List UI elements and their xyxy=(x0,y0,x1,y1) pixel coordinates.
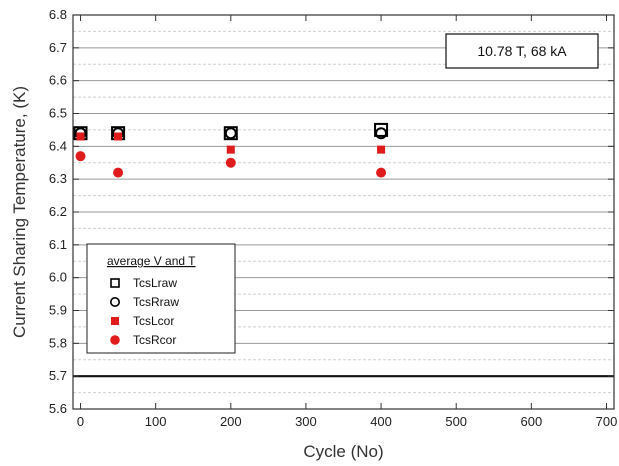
legend-marker xyxy=(111,317,119,325)
x-tick-label: 600 xyxy=(520,414,542,429)
points-layer xyxy=(73,122,389,178)
y-tick-label: 6.1 xyxy=(49,237,67,252)
annotation-text: 10.78 T, 68 kA xyxy=(477,43,567,59)
legend-label: TcsLcor xyxy=(133,314,174,328)
data-point-tcsrcor xyxy=(75,151,86,162)
x-tick-label: 200 xyxy=(220,414,242,429)
y-tick-label: 5.9 xyxy=(49,303,67,318)
x-tick-labels: 0 100 200 300 400 500 600 700 xyxy=(77,414,617,429)
ticks-layer xyxy=(73,14,614,410)
data-point-tcslcor xyxy=(114,132,123,141)
legend-label: TcsRcor xyxy=(133,333,176,347)
y-tick-label: 6.7 xyxy=(49,40,67,55)
x-axis-title: Cycle (No) xyxy=(303,442,383,461)
x-tick-label: 700 xyxy=(596,414,618,429)
y-tick-label: 6.8 xyxy=(49,7,67,22)
x-tick-label: 0 xyxy=(77,414,84,429)
data-point-tcsrcor xyxy=(225,157,236,168)
y-tick-label: 6.0 xyxy=(49,270,67,285)
series-tcsrcor xyxy=(75,151,387,178)
y-tick-label: 6.4 xyxy=(49,138,67,153)
legend-title: average V and T xyxy=(107,254,196,268)
series-tcslcor xyxy=(76,132,386,154)
x-tick-label: 500 xyxy=(445,414,467,429)
annotation-box: 10.78 T, 68 kA xyxy=(445,33,599,69)
legend-label: TcsLraw xyxy=(133,276,177,290)
legend-marker xyxy=(110,296,121,307)
x-tick-label: 100 xyxy=(145,414,167,429)
data-point-tcsrraw xyxy=(224,127,237,140)
y-axis-title: Current Sharing Temperature, (K) xyxy=(10,86,29,338)
legend-item-tcslraw: TcsLraw xyxy=(110,276,177,290)
y-tick-labels: 5.6 5.7 5.8 5.9 6.0 6.1 6.2 6.3 6.4 6.5 6.6 6.7 6.8 xyxy=(49,7,67,416)
legend-item-tcslcor: TcsLcor xyxy=(111,314,174,328)
y-tick-label: 6.6 xyxy=(49,73,67,88)
data-point-tcslcor xyxy=(76,132,85,141)
annotation-frame xyxy=(445,33,599,69)
data-point-tcslcor xyxy=(226,145,235,154)
y-tick-label: 6.3 xyxy=(49,171,67,186)
legend-item-tcsrcor: TcsRcor xyxy=(110,333,176,347)
x-tick-label: 300 xyxy=(295,414,317,429)
data-point-tcsrcor xyxy=(376,167,387,178)
legend-marker xyxy=(110,278,120,288)
y-tick-label: 6.2 xyxy=(49,204,67,219)
data-point-tcslraw xyxy=(374,122,389,137)
y-tick-label: 5.7 xyxy=(49,368,67,383)
y-tick-label: 5.8 xyxy=(49,335,67,350)
x-tick-label: 400 xyxy=(370,414,392,429)
legend-items: TcsLraw TcsRraw TcsLcor TcsRcor xyxy=(110,276,179,347)
legend-marker xyxy=(110,335,120,345)
data-point-tcsrraw xyxy=(375,127,388,140)
legend-label: TcsRraw xyxy=(133,295,179,309)
data-point-tcsrcor xyxy=(113,167,124,178)
legend: average V and T TcsLrawTcsRrawTcsLcorTcs… xyxy=(86,243,236,354)
y-tick-label: 5.6 xyxy=(49,401,67,416)
legend-item-tcsrraw: TcsRraw xyxy=(110,295,179,309)
data-point-tcslcor xyxy=(377,145,386,154)
y-tick-label: 6.5 xyxy=(49,106,67,121)
